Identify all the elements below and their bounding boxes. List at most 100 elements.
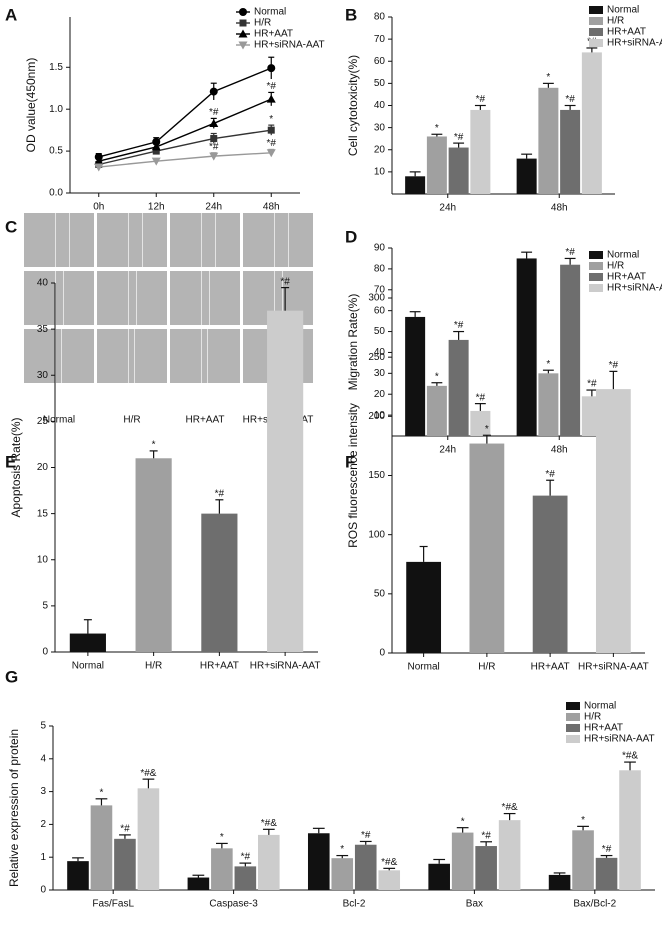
point [209, 152, 219, 161]
y-tick-label: 0.0 [49, 188, 63, 199]
point [151, 157, 161, 166]
point [94, 163, 104, 172]
bar [201, 513, 238, 652]
y-tick-label: 10 [374, 410, 386, 421]
x-tick-label: HR+siRNA-AAT [250, 661, 321, 672]
y-tick-label: 1.0 [49, 104, 63, 115]
y-tick-label: 1.5 [49, 62, 63, 73]
significance-mark: *# [361, 830, 371, 841]
bar [572, 830, 594, 890]
significance-mark: *# [454, 320, 464, 331]
y-tick-label: 80 [374, 264, 386, 275]
significance-mark: *# [454, 132, 464, 143]
bar [67, 861, 89, 890]
bar [187, 877, 210, 890]
significance-mark: *# [209, 141, 219, 152]
significance-mark: * [340, 844, 344, 855]
significance-mark: *# [267, 138, 277, 149]
bar [532, 495, 568, 653]
scratch-image [170, 213, 240, 267]
y-axis-label: Apoptosis Rate(%) [9, 417, 23, 517]
scratch-image [24, 213, 94, 267]
x-tick-label: HR+AAT [200, 661, 239, 672]
point [151, 142, 161, 151]
y-tick-label: 50 [374, 78, 386, 89]
y-tick-label: 40 [37, 278, 49, 289]
y-tick-label: 50 [374, 326, 386, 337]
legend-label: HR+AAT [607, 27, 646, 38]
point [152, 147, 160, 155]
y-tick-label: 0 [42, 647, 48, 658]
y-tick-label: 40 [374, 100, 386, 111]
line [98, 152, 272, 168]
y-tick-label: 0.5 [49, 146, 63, 157]
scratch-image [97, 271, 167, 325]
legend-label: HR+siRNA-AAT [607, 38, 662, 49]
y-tick-label: 0 [40, 885, 46, 896]
legend-label: Normal [584, 701, 616, 712]
point [209, 87, 218, 96]
point [267, 64, 276, 73]
x-tick-label: H/R [145, 661, 162, 672]
legend-marker [238, 41, 248, 50]
significance-mark: *#& [622, 751, 638, 762]
significance-mark: *#& [140, 768, 156, 779]
bar [378, 870, 401, 890]
y-tick-label: 70 [374, 284, 386, 295]
bar [448, 339, 469, 436]
scratch-image [243, 213, 313, 267]
significance-mark: * [435, 371, 439, 382]
point [266, 94, 276, 103]
panel-letter: B [345, 5, 357, 24]
y-tick-label: 60 [374, 56, 386, 67]
x-tick-label: Caspase-3 [209, 899, 258, 910]
y-tick-label: 250 [368, 352, 385, 363]
x-tick-label: HR+AAT [531, 662, 570, 673]
column-label: Normal [43, 415, 75, 426]
legend-swatch [566, 724, 580, 732]
y-tick-label: 35 [37, 324, 49, 335]
bar [331, 858, 354, 890]
bar [234, 866, 257, 890]
panel-letter: D [345, 227, 357, 246]
legend-swatch [566, 713, 580, 721]
legend-swatch [566, 735, 580, 743]
scratch-image [97, 329, 167, 383]
y-tick-label: 40 [374, 347, 386, 358]
legend-label: HR+AAT [584, 723, 623, 734]
bar [114, 838, 136, 890]
legend-label: Normal [254, 7, 286, 18]
x-tick-label: Bcl-2 [343, 899, 366, 910]
bar [405, 316, 426, 436]
line [98, 129, 272, 166]
y-tick-label: 3 [40, 786, 46, 797]
legend-label: HR+AAT [254, 29, 293, 40]
significance-mark: *# [565, 247, 575, 258]
bar [498, 820, 521, 890]
x-tick-label: Normal [72, 661, 104, 672]
significance-mark: *# [587, 379, 597, 390]
x-tick-label: Bax/Bcl-2 [573, 899, 616, 910]
bar [135, 458, 172, 652]
y-tick-label: 0 [379, 648, 385, 659]
panel-letter: G [5, 667, 18, 686]
bar [448, 147, 469, 194]
significance-mark: * [220, 832, 224, 843]
legend-swatch [589, 273, 603, 281]
bar [469, 443, 505, 653]
y-tick-label: 100 [368, 529, 385, 540]
point [210, 135, 218, 143]
y-tick-label: 30 [374, 368, 386, 379]
x-tick-label: Fas/FasL [92, 899, 134, 910]
significance-mark: *# [209, 107, 219, 118]
bar [406, 561, 442, 653]
y-tick-label: 15 [37, 508, 49, 519]
panel-letter: A [5, 5, 17, 24]
y-tick-label: 20 [374, 389, 386, 400]
bar [581, 52, 602, 195]
y-tick-label: 20 [374, 144, 386, 155]
significance-mark: * [546, 72, 550, 83]
bar [560, 264, 581, 436]
legend-swatch [589, 6, 603, 14]
y-tick-label: 200 [368, 411, 385, 422]
